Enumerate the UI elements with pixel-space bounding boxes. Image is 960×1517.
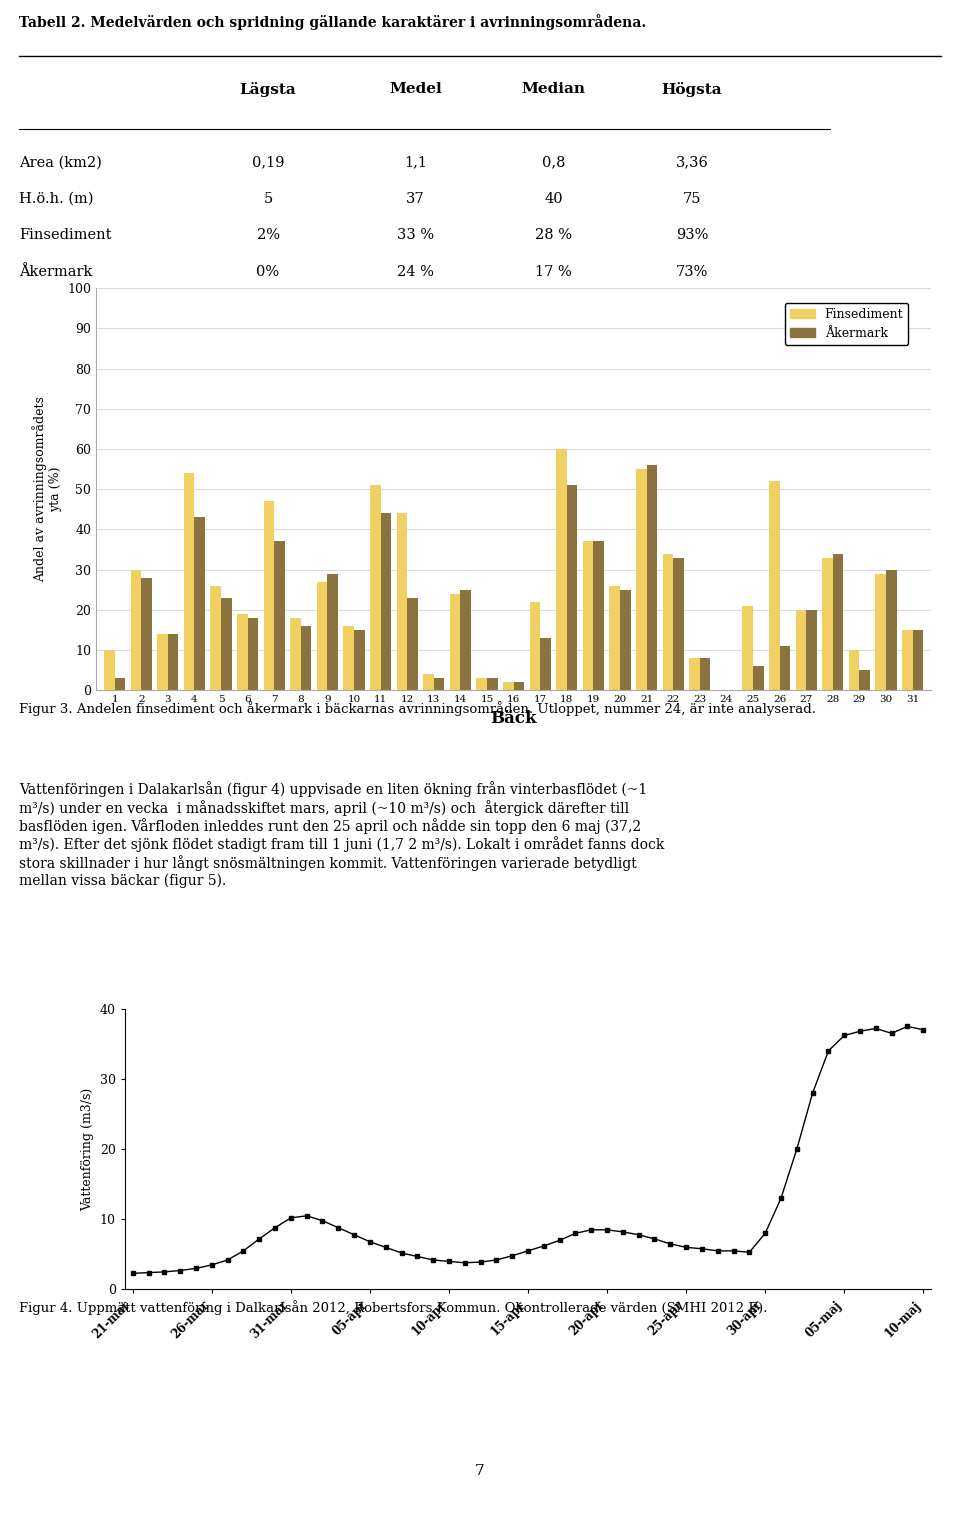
Text: 28 %: 28 % (536, 228, 572, 243)
Text: Figur 4. Uppmätt vattenföring i Dalkarlsån 2012, Robertsfors Kommun. Okontroller: Figur 4. Uppmätt vattenföring i Dalkarls… (19, 1300, 768, 1315)
Bar (556, 449, 566, 690)
Text: Vattenföringen i Dalakarlsån (figur 4) uppvisade en liten ökning från vinterbasf: Vattenföringen i Dalakarlsån (figur 4) u… (19, 781, 664, 887)
Bar (902, 630, 913, 690)
Text: 0,19: 0,19 (252, 155, 284, 170)
Text: 24 %: 24 % (397, 265, 434, 279)
Text: Tabell 2. Medelvärden och spridning gällande karaktärer i avrinningsområdena.: Tabell 2. Medelvärden och spridning gäll… (19, 14, 646, 30)
Y-axis label: Andel av avrinningsområdets
yta (%): Andel av avrinningsområdets yta (%) (32, 396, 61, 583)
Text: Åkermark: Åkermark (19, 265, 92, 279)
Bar (593, 542, 604, 690)
Bar (221, 598, 231, 690)
Text: 93%: 93% (676, 228, 708, 243)
Bar (210, 586, 221, 690)
Text: Median: Median (521, 82, 586, 96)
Bar (886, 569, 897, 690)
Bar (689, 658, 700, 690)
Bar (583, 542, 593, 690)
Text: 3,36: 3,36 (676, 155, 708, 170)
Text: Högsta: Högsta (661, 82, 722, 97)
Bar (636, 469, 647, 690)
Bar (264, 501, 275, 690)
Text: 33 %: 33 % (396, 228, 434, 243)
Bar (540, 639, 551, 690)
Bar (237, 614, 248, 690)
Bar (822, 558, 832, 690)
Bar (566, 485, 577, 690)
Bar (832, 554, 844, 690)
Bar (514, 683, 524, 690)
Bar (742, 605, 753, 690)
Bar (913, 630, 924, 690)
X-axis label: Bäck: Bäck (491, 710, 537, 727)
Text: Medel: Medel (389, 82, 442, 96)
Bar (859, 671, 870, 690)
Bar (344, 627, 354, 690)
Bar (317, 581, 327, 690)
Bar (168, 634, 179, 690)
Bar (700, 658, 710, 690)
Legend: Finsediment, Åkermark: Finsediment, Åkermark (784, 302, 908, 344)
Text: 1,1: 1,1 (404, 155, 427, 170)
Bar (461, 590, 471, 690)
Text: 2%: 2% (256, 228, 279, 243)
Bar (876, 573, 886, 690)
Text: Lägsta: Lägsta (240, 82, 297, 97)
Text: 75: 75 (683, 191, 701, 206)
Bar (300, 627, 311, 690)
Text: 37: 37 (406, 191, 425, 206)
Bar (354, 630, 365, 690)
Bar (780, 646, 790, 690)
Text: Finsediment: Finsediment (19, 228, 111, 243)
Text: Figur 3. Andelen finsediment och åkermark i bäckarnas avrinningsområden. Utloppe: Figur 3. Andelen finsediment och åkermar… (19, 701, 816, 716)
Bar (796, 610, 806, 690)
Bar (327, 573, 338, 690)
Bar (104, 649, 114, 690)
Bar (396, 513, 407, 690)
Bar (114, 678, 125, 690)
Bar (183, 473, 195, 690)
Bar (647, 466, 658, 690)
Bar (275, 542, 285, 690)
Bar (423, 674, 434, 690)
Bar (195, 517, 205, 690)
Text: 0%: 0% (256, 265, 279, 279)
Bar (141, 578, 152, 690)
Bar (806, 610, 817, 690)
Text: Area (km2): Area (km2) (19, 155, 102, 170)
Bar (434, 678, 444, 690)
Bar (157, 634, 168, 690)
Bar (290, 617, 300, 690)
Bar (753, 666, 763, 690)
Bar (407, 598, 418, 690)
Text: 5: 5 (263, 191, 273, 206)
Bar (769, 481, 780, 690)
Bar (476, 678, 487, 690)
Y-axis label: Vattenföring (m3/s): Vattenföring (m3/s) (82, 1088, 94, 1211)
Bar (662, 554, 673, 690)
Bar (380, 513, 392, 690)
Bar (610, 586, 620, 690)
Text: 17 %: 17 % (536, 265, 572, 279)
Bar (530, 602, 540, 690)
Bar (673, 558, 684, 690)
Text: H.ö.h. (m): H.ö.h. (m) (19, 191, 94, 206)
Bar (370, 485, 380, 690)
Bar (503, 683, 514, 690)
Text: 0,8: 0,8 (542, 155, 565, 170)
Text: 73%: 73% (676, 265, 708, 279)
Bar (487, 678, 497, 690)
Text: 40: 40 (544, 191, 564, 206)
Bar (620, 590, 631, 690)
Bar (849, 649, 859, 690)
Bar (131, 569, 141, 690)
Bar (450, 593, 461, 690)
Bar (248, 617, 258, 690)
Text: 7: 7 (475, 1464, 485, 1479)
